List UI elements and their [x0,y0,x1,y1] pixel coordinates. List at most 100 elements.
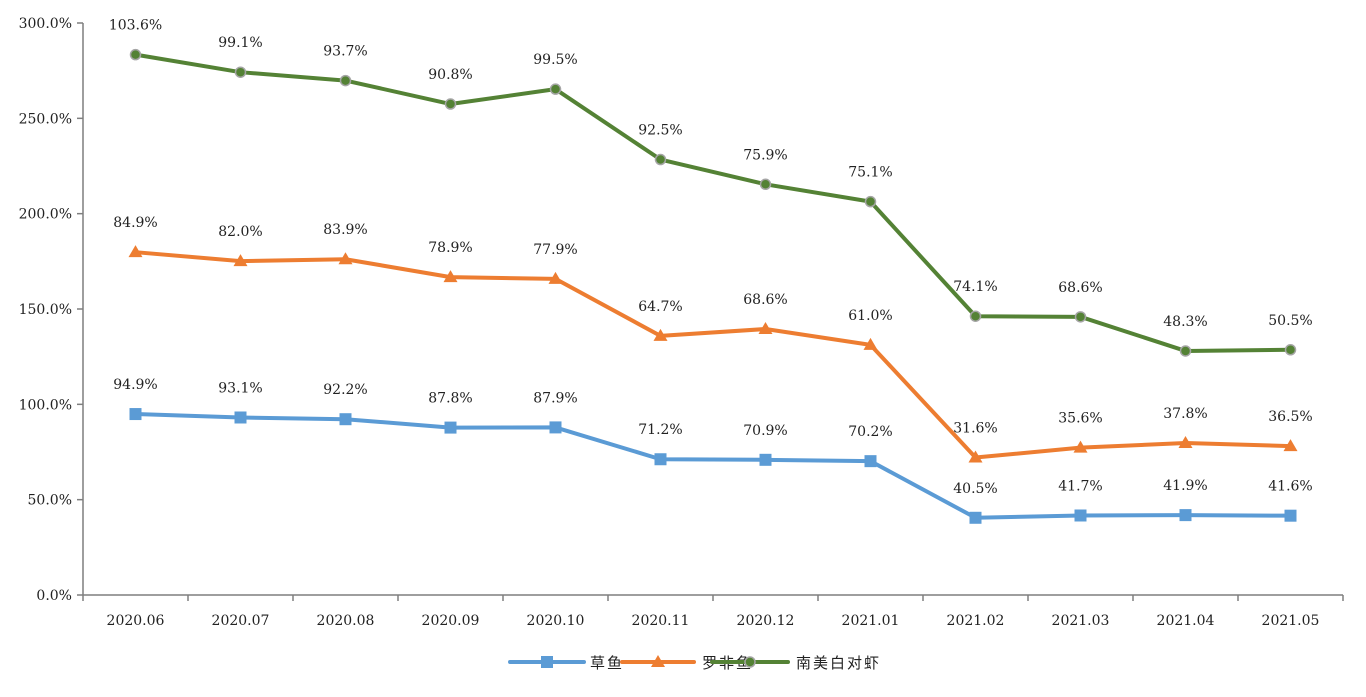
square-marker [1074,509,1087,522]
data-label: 92.2% [323,382,367,398]
data-label: 75.9% [743,147,787,163]
data-label: 74.1% [953,279,997,295]
data-label: 37.8% [1163,406,1207,422]
triangle-marker [863,337,878,350]
data-label: 83.9% [323,222,367,238]
data-label: 64.7% [638,299,682,315]
legend: 草鱼罗非鱼南美白对虾 [508,654,881,672]
triangle-marker [443,270,458,283]
data-label: 41.7% [1058,478,1102,494]
data-label: 92.5% [638,123,682,139]
x-tick-label: 2020.11 [632,613,690,629]
x-tick-label: 2020.10 [527,613,585,629]
axes: 0.0% 50.0% 100.0% 150.0% 200.0% 250.0% 300.0% 2… [19,16,1344,629]
y-tick-label: 50.0% [28,493,72,509]
x-tick-label: 2020.09 [422,613,480,629]
y-tick-label: 250.0% [19,111,72,127]
data-label: 31.6% [953,421,997,437]
square-marker [864,455,877,468]
y-tick-label: 200.0% [19,207,72,223]
triangle-marker [128,245,143,258]
data-label: 41.6% [1268,479,1312,495]
square-marker [129,408,142,421]
data-label: 41.9% [1163,478,1207,494]
circle-marker [1179,345,1192,357]
data-label: 93.1% [218,380,262,396]
data-label: 99.5% [533,52,577,68]
square-marker [541,656,553,668]
y-tick-label: 100.0% [19,397,72,413]
data-label: 36.5% [1268,409,1312,425]
triangle-marker [233,254,248,267]
series-2 [128,245,1298,463]
triangle-marker [1073,440,1088,453]
legend-label: 草鱼 [590,654,624,672]
y-tick-label: 300.0% [19,16,72,32]
square-marker [654,453,667,466]
circle-marker [339,74,352,87]
x-tick-label: 2020.07 [212,613,270,629]
x-tick-label: 2020.08 [317,613,375,629]
series-layer [128,48,1298,524]
data-label: 82.0% [218,224,262,240]
triangle-marker [653,328,668,341]
data-label: 48.3% [1163,314,1207,330]
square-marker [1179,509,1192,522]
circle-marker [444,98,457,110]
data-label: 40.5% [953,481,997,497]
series-3 [129,48,1297,357]
x-tick-label: 2020.06 [107,613,165,629]
triangle-marker [1178,436,1193,449]
circle-marker [864,195,877,208]
data-label: 93.7% [323,44,367,60]
y-tick-label: 150.0% [19,302,72,318]
triangle-marker [968,450,983,463]
x-tick-label: 2021.02 [947,613,1005,629]
square-marker [549,421,562,434]
square-marker [759,453,772,466]
data-label: 70.2% [848,424,892,440]
x-tick-label: 2020.12 [737,613,795,629]
triangle-marker [651,655,665,667]
circle-marker [969,310,982,322]
data-label: 78.9% [428,240,472,256]
data-label: 77.9% [533,242,577,258]
series-line [135,250,1291,460]
circle-marker [234,66,247,78]
data-label: 70.9% [743,423,787,439]
data-label: 68.6% [743,292,787,308]
legend-item-1: 草鱼 [508,654,624,672]
circle-marker [1284,344,1297,356]
data-label: 94.9% [113,377,157,393]
triangle-marker [1283,439,1298,452]
legend-item-3: 南美白对虾 [710,654,881,672]
triangle-marker [338,252,353,265]
square-marker [969,511,982,524]
data-labels: 94.9% 93.1% 92.2% 87.8% 87.9% 71.2% 70.9% 70.2%… [109,18,1313,497]
data-label: 61.0% [848,308,892,324]
circle-marker [744,656,756,668]
data-label: 90.8% [428,67,472,83]
x-tick-label: 2021.04 [1157,613,1215,629]
square-marker [339,413,352,426]
data-label: 75.1% [848,165,892,181]
data-label: 71.2% [638,422,682,438]
legend-label: 南美白对虾 [796,654,881,672]
series-line [135,52,1291,353]
data-label: 87.8% [428,391,472,407]
square-marker [234,411,247,424]
circle-marker [1074,311,1087,323]
x-tick-label: 2021.05 [1262,613,1320,629]
data-label: 35.6% [1058,411,1102,427]
series-1 [129,408,1297,524]
data-label: 99.1% [218,35,262,51]
circle-marker [654,153,667,166]
data-label: 87.9% [533,390,577,406]
triangle-marker [758,322,773,335]
square-marker [1284,509,1297,522]
data-label: 68.6% [1058,280,1102,296]
circle-marker [129,48,142,61]
data-label: 103.6% [109,18,162,34]
x-tick-label: 2021.01 [842,613,900,629]
